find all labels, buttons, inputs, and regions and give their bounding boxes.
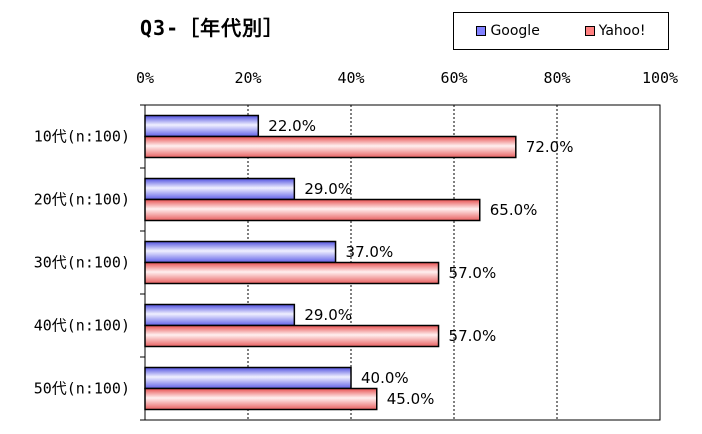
bar-yahoo xyxy=(144,261,440,285)
bar-yahoo xyxy=(144,198,481,222)
data-label: 72.0% xyxy=(526,138,574,156)
category-label: 20代(n:100) xyxy=(34,191,130,209)
legend-item-yahoo: Yahoo! xyxy=(584,23,646,39)
data-label: 29.0% xyxy=(304,306,352,324)
x-tick-label: 60% xyxy=(440,69,467,87)
data-label: 57.0% xyxy=(449,327,497,345)
data-label: 29.0% xyxy=(304,180,352,198)
bar-google xyxy=(144,303,296,327)
bar-google xyxy=(144,177,296,201)
bar-google xyxy=(144,366,352,390)
bar-yahoo xyxy=(144,387,378,411)
category-label: 50代(n:100) xyxy=(34,380,130,398)
data-label: 45.0% xyxy=(387,390,435,408)
legend-swatch-yahoo xyxy=(584,26,595,36)
bar-google xyxy=(144,240,337,264)
category-label: 10代(n:100) xyxy=(34,128,130,146)
x-tick-label: 100% xyxy=(642,69,678,87)
legend-item-google: Google xyxy=(476,23,540,39)
x-tick-label: 40% xyxy=(337,69,364,87)
bar-google xyxy=(144,114,260,138)
bar-yahoo xyxy=(144,324,440,348)
category-label: 30代(n:100) xyxy=(34,254,130,272)
chart-title: Q3-［年代別］ xyxy=(140,16,285,40)
x-tick-label: 20% xyxy=(234,69,261,87)
legend-label-yahoo: Yahoo! xyxy=(598,23,646,39)
data-label: 22.0% xyxy=(268,117,316,135)
category-label: 40代(n:100) xyxy=(34,317,130,335)
x-tick-label: 80% xyxy=(543,69,570,87)
bar-yahoo xyxy=(144,135,517,159)
data-label: 65.0% xyxy=(490,201,538,219)
data-label: 40.0% xyxy=(361,369,409,387)
data-label: 57.0% xyxy=(449,264,497,282)
x-tick-label: 0% xyxy=(136,69,154,87)
data-label: 37.0% xyxy=(346,243,394,261)
legend: Google Yahoo! xyxy=(453,12,669,50)
legend-swatch-google xyxy=(476,26,487,36)
legend-label-google: Google xyxy=(490,23,540,39)
